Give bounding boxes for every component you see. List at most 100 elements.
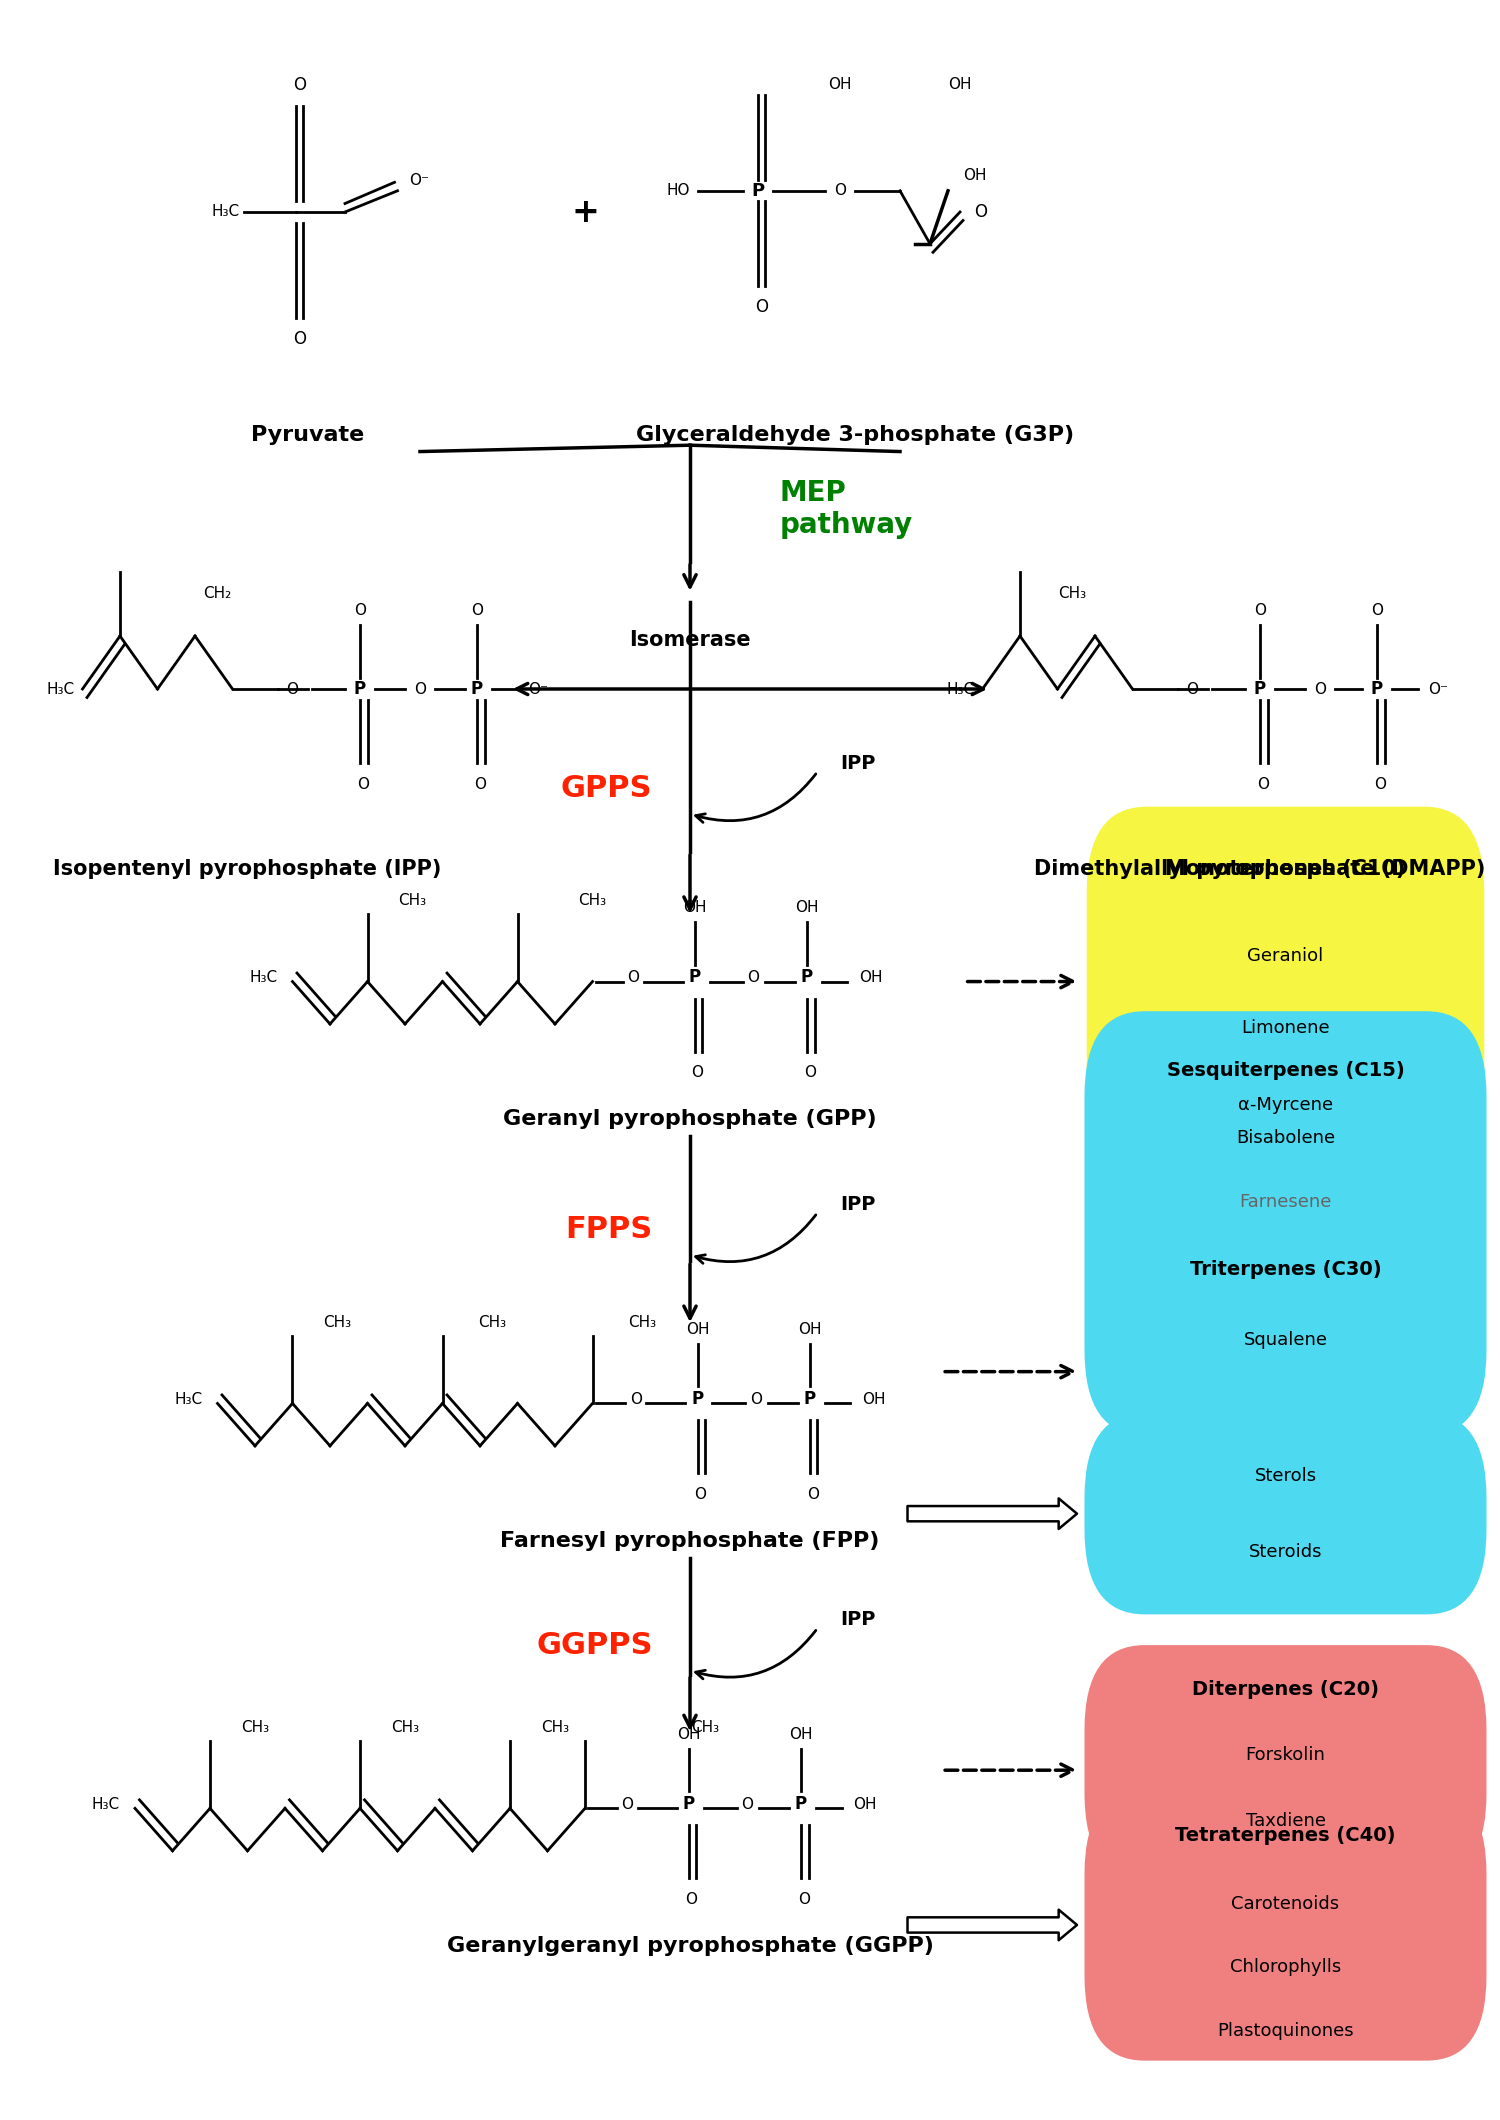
Text: GPPS: GPPS <box>561 774 652 803</box>
Text: O: O <box>621 1796 633 1813</box>
Text: O: O <box>1371 602 1383 619</box>
Text: Glyceraldehyde 3-phosphate (G3P): Glyceraldehyde 3-phosphate (G3P) <box>636 424 1074 445</box>
Text: CH₃: CH₃ <box>478 1314 506 1331</box>
Text: H₃C: H₃C <box>946 681 975 697</box>
Text: CH₃: CH₃ <box>628 1314 656 1331</box>
Text: CH₃: CH₃ <box>392 1719 418 1736</box>
Text: P: P <box>471 681 483 697</box>
Text: Sterols: Sterols <box>1254 1467 1317 1484</box>
Text: H₃C: H₃C <box>46 681 75 697</box>
Text: α-Myrcene: α-Myrcene <box>1238 1096 1334 1113</box>
Text: CH₃: CH₃ <box>242 1719 268 1736</box>
Text: Limonene: Limonene <box>1240 1020 1330 1037</box>
Text: O: O <box>807 1486 819 1503</box>
Text: OH: OH <box>853 1796 877 1813</box>
Text: O: O <box>975 204 987 220</box>
Text: P: P <box>688 969 700 986</box>
Text: O: O <box>694 1486 706 1503</box>
Text: OH: OH <box>859 969 883 986</box>
Text: Plastoquinones: Plastoquinones <box>1216 2022 1354 2039</box>
Text: Tetraterpenes (C40): Tetraterpenes (C40) <box>1176 1827 1395 1844</box>
Text: P: P <box>804 1391 816 1408</box>
Text: IPP: IPP <box>840 755 876 772</box>
Text: Sesquiterpenes (C15): Sesquiterpenes (C15) <box>1167 1062 1404 1079</box>
Text: Farnesyl pyrophosphate (FPP): Farnesyl pyrophosphate (FPP) <box>501 1531 879 1552</box>
Text: H₃C: H₃C <box>249 969 278 986</box>
Text: O: O <box>1257 776 1269 793</box>
Text: HO: HO <box>666 182 690 199</box>
Text: O: O <box>747 969 759 986</box>
Text: P: P <box>1371 681 1383 697</box>
Text: Taxdiene: Taxdiene <box>1245 1813 1326 1830</box>
Text: O: O <box>804 1064 816 1081</box>
Text: H₃C: H₃C <box>174 1391 202 1408</box>
Text: O: O <box>471 602 483 619</box>
Text: Pyruvate: Pyruvate <box>251 424 364 445</box>
Text: P: P <box>801 969 813 986</box>
Text: CH₃: CH₃ <box>1059 585 1086 602</box>
Text: MEP
pathway: MEP pathway <box>780 479 914 538</box>
Text: OH: OH <box>686 1321 709 1338</box>
Text: Diterpenes (C20): Diterpenes (C20) <box>1192 1681 1378 1698</box>
FancyBboxPatch shape <box>1084 1011 1486 1435</box>
Text: OH: OH <box>828 76 852 93</box>
Text: O: O <box>1374 776 1386 793</box>
Text: FPPS: FPPS <box>566 1215 652 1244</box>
Text: CH₃: CH₃ <box>692 1719 718 1736</box>
Text: Steroids: Steroids <box>1248 1543 1323 1560</box>
Text: O: O <box>1314 681 1326 697</box>
Text: O: O <box>750 1391 762 1408</box>
Text: O: O <box>294 76 306 93</box>
Text: +: + <box>572 195 598 229</box>
Text: IPP: IPP <box>840 1611 876 1628</box>
Text: CH₃: CH₃ <box>324 1314 351 1331</box>
Text: OH: OH <box>948 76 972 93</box>
Text: Carotenoids: Carotenoids <box>1232 1895 1340 1912</box>
Text: Geraniol: Geraniol <box>1248 948 1323 965</box>
Text: O: O <box>357 776 369 793</box>
Text: GGPPS: GGPPS <box>536 1630 652 1660</box>
Text: OH: OH <box>795 899 819 916</box>
Text: O⁻: O⁻ <box>1428 681 1448 697</box>
Text: OH: OH <box>862 1391 886 1408</box>
Text: O: O <box>1254 602 1266 619</box>
Text: Farnesene: Farnesene <box>1239 1194 1332 1211</box>
Text: O: O <box>286 681 298 697</box>
Text: O: O <box>1186 681 1198 697</box>
FancyBboxPatch shape <box>1084 1412 1486 1615</box>
Text: O⁻: O⁻ <box>528 681 548 697</box>
Text: O: O <box>630 1391 642 1408</box>
FancyBboxPatch shape <box>1086 806 1484 1158</box>
Text: Isopentenyl pyrophosphate (IPP): Isopentenyl pyrophosphate (IPP) <box>54 859 441 880</box>
Text: Bisabolene: Bisabolene <box>1236 1130 1335 1147</box>
Text: Dimethylallyl pyrophosphate (DMAPP): Dimethylallyl pyrophosphate (DMAPP) <box>1035 859 1485 880</box>
Text: P: P <box>795 1796 807 1813</box>
FancyBboxPatch shape <box>1084 1789 1486 2061</box>
Text: OH: OH <box>963 167 987 184</box>
Text: O: O <box>741 1796 753 1813</box>
Text: O: O <box>834 182 846 199</box>
Text: Triterpenes (C30): Triterpenes (C30) <box>1190 1261 1382 1278</box>
Text: Chlorophylls: Chlorophylls <box>1230 1959 1341 1976</box>
Text: CH₂: CH₂ <box>204 585 231 602</box>
Text: P: P <box>692 1391 703 1408</box>
Text: Forskolin: Forskolin <box>1245 1747 1326 1764</box>
Text: OH: OH <box>798 1321 822 1338</box>
Text: O: O <box>474 776 486 793</box>
Text: O: O <box>627 969 639 986</box>
Text: O: O <box>756 299 768 316</box>
Text: OH: OH <box>789 1726 813 1743</box>
Text: O: O <box>354 602 366 619</box>
Text: OH: OH <box>676 1726 700 1743</box>
Text: O⁻: O⁻ <box>410 172 429 189</box>
Text: P: P <box>752 182 764 199</box>
Text: H₃C: H₃C <box>92 1796 120 1813</box>
Text: Squalene: Squalene <box>1244 1331 1328 1348</box>
Text: O: O <box>798 1891 810 1908</box>
Text: P: P <box>682 1796 694 1813</box>
Text: O: O <box>686 1891 698 1908</box>
FancyBboxPatch shape <box>1084 1645 1486 1878</box>
Text: CH₃: CH₃ <box>542 1719 568 1736</box>
Text: Geranylgeranyl pyrophosphate (GGPP): Geranylgeranyl pyrophosphate (GGPP) <box>447 1936 933 1957</box>
Text: CH₃: CH₃ <box>399 893 426 909</box>
